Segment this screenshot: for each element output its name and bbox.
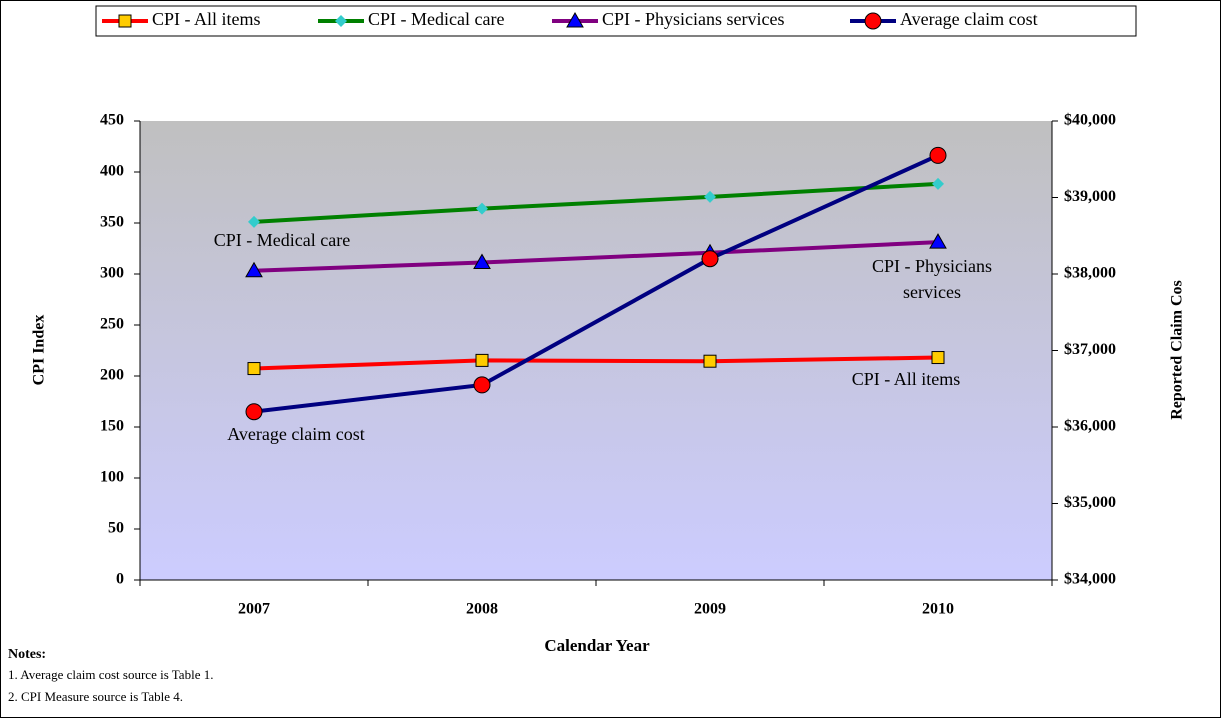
legend-marker	[864, 12, 882, 30]
legend-marker	[566, 11, 584, 28]
point	[245, 261, 263, 278]
x-tick-label: 2007	[238, 601, 270, 618]
point	[701, 250, 719, 268]
x-tick-label: 2010	[922, 601, 954, 618]
y-tick-label: 50	[108, 520, 124, 537]
y2-tick-label: $35,000	[1064, 494, 1116, 511]
plot-area	[140, 121, 1052, 580]
y2-tick-label: $40,000	[1064, 112, 1116, 129]
point	[247, 362, 261, 376]
y-tick-label: 250	[100, 316, 124, 333]
series-line	[253, 153, 939, 414]
legend-marker	[335, 15, 347, 27]
annotation: services	[903, 282, 961, 302]
annotation: Average claim cost	[227, 424, 365, 444]
y-tick-label: 0	[116, 571, 124, 588]
legend-label: CPI - Medical care	[368, 9, 504, 29]
annotation: CPI - Medical care	[214, 230, 350, 250]
point	[931, 351, 945, 365]
y-tick-label: 100	[100, 469, 124, 486]
y2-tick-label: $38,000	[1064, 265, 1116, 282]
series-line	[253, 355, 939, 371]
point	[476, 202, 488, 215]
annotation: CPI - Physicians	[872, 256, 992, 276]
legend-label: CPI - All items	[152, 9, 261, 29]
point	[475, 353, 489, 367]
y-tick-label: 350	[100, 214, 124, 231]
point	[929, 146, 947, 164]
point	[473, 376, 491, 394]
y-tick-label: 300	[100, 265, 124, 282]
series-line	[253, 181, 939, 224]
point	[704, 190, 716, 203]
legend-box	[95, 5, 1137, 37]
y-axis-label: CPI Index	[31, 315, 48, 386]
y2-tick-label: $34,000	[1064, 571, 1116, 588]
series-line	[253, 240, 939, 273]
legend-label: Average claim cost	[900, 9, 1038, 29]
point	[703, 354, 717, 368]
y-tick-label: 450	[100, 112, 124, 129]
x-tick-label: 2009	[694, 601, 726, 618]
x-axis-label: Calendar Year	[544, 636, 650, 655]
notes-title: Notes:	[8, 647, 46, 662]
y-tick-label: 200	[100, 367, 124, 384]
y-tick-label: 150	[100, 418, 124, 435]
legend-label: CPI - Physicians services	[602, 9, 784, 29]
legend-marker	[118, 14, 132, 28]
point	[245, 403, 263, 421]
point	[473, 253, 491, 269]
point	[932, 177, 944, 190]
annotation: CPI - All items	[852, 369, 961, 389]
y-tick-label: 400	[100, 163, 124, 180]
y2-axis-label: Reported Claim Cos	[1169, 280, 1186, 420]
point	[929, 233, 947, 249]
x-tick-label: 2008	[466, 601, 498, 618]
point	[248, 215, 260, 228]
note: 2. CPI Measure source is Table 4.	[8, 689, 183, 704]
y2-tick-label: $39,000	[1064, 188, 1116, 205]
y2-tick-label: $36,000	[1064, 418, 1116, 435]
y2-tick-label: $37,000	[1064, 341, 1116, 358]
note: 1. Average claim cost source is Table 1.	[8, 667, 213, 682]
